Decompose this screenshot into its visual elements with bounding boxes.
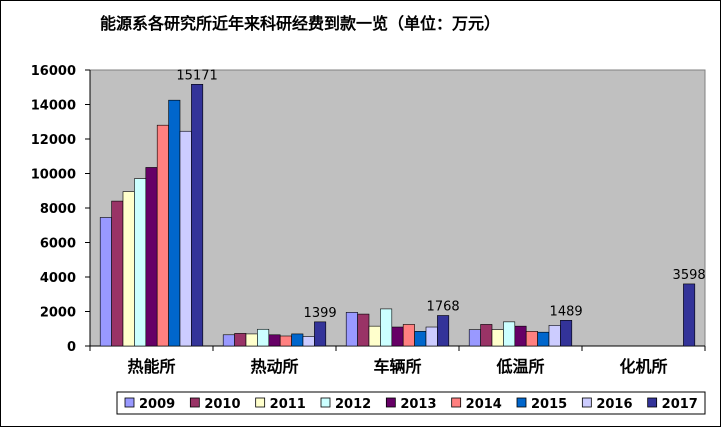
y-tick-label: 0: [67, 340, 76, 355]
data-label: 1489: [550, 304, 583, 319]
bar-2015: [168, 99, 181, 347]
bar-2014: [402, 324, 415, 347]
bar-2014: [525, 331, 538, 347]
data-label: 1768: [427, 300, 460, 315]
legend-swatch-2010: [189, 397, 200, 408]
legend-swatch-2011: [255, 397, 266, 408]
y-tick-label: 4000: [40, 271, 76, 286]
chart-title: 能源系各研究所近年来科研经费到款一览（单位：万元）: [99, 14, 500, 33]
bar-2012: [134, 178, 147, 347]
bar-2016: [302, 336, 315, 347]
bar-2012: [257, 328, 270, 347]
legend-label: 2014: [466, 397, 502, 412]
legend-label: 2013: [400, 397, 436, 412]
bar-2013: [514, 325, 527, 347]
bar-2015: [291, 333, 304, 347]
bar-2014: [279, 335, 292, 347]
legend-swatch-2009: [124, 397, 135, 408]
x-category-label: 化机所: [619, 357, 667, 376]
legend-label: 2012: [335, 397, 371, 412]
bar-2014: [156, 124, 169, 347]
x-category-label: 低温所: [495, 357, 544, 376]
legend-label: 2009: [139, 397, 175, 412]
legend-label: 2016: [596, 397, 632, 412]
x-category-label: 热动所: [250, 357, 298, 376]
legend-label: 2015: [531, 397, 567, 412]
y-tick-label: 12000: [31, 133, 76, 148]
bar-2009: [468, 329, 481, 347]
y-tick-label: 10000: [31, 168, 76, 183]
data-label: 1399: [304, 306, 337, 321]
y-tick-label: 8000: [40, 202, 76, 217]
bar-2010: [111, 200, 124, 347]
bar-2011: [491, 329, 504, 347]
legend-swatch-2015: [516, 397, 527, 408]
legend-swatch-2014: [451, 397, 462, 408]
bar-2017: [683, 283, 696, 347]
bar-2015: [414, 331, 427, 347]
legend-swatch-2016: [581, 397, 592, 408]
bar-2010: [480, 324, 493, 347]
bar-2009: [222, 334, 235, 347]
bar-2016: [425, 326, 438, 347]
bar-2013: [145, 167, 158, 347]
legend-label: 2011: [270, 397, 306, 412]
bar-2009: [99, 217, 112, 347]
bar-2016: [548, 324, 561, 347]
legend-label: 2010: [204, 397, 240, 412]
bar-2013: [268, 334, 281, 347]
bar-2015: [537, 331, 550, 347]
bar-2017: [191, 84, 204, 347]
y-tick-label: 14000: [31, 99, 76, 114]
legend: [116, 391, 706, 415]
bar-2012: [380, 308, 393, 347]
bar-2010: [357, 313, 370, 347]
legend-swatch-2012: [320, 397, 331, 408]
bar-2009: [345, 312, 358, 347]
bar-2012: [503, 321, 516, 347]
bar-2013: [391, 326, 404, 347]
y-tick-label: 16000: [31, 64, 76, 79]
bar-2016: [179, 130, 192, 347]
legend-label: 2017: [662, 397, 698, 412]
data-label: 3598: [673, 268, 706, 283]
bar-2011: [122, 191, 135, 347]
y-tick-label: 2000: [40, 306, 76, 321]
bar-2011: [368, 325, 381, 347]
x-category-label: 车辆所: [373, 357, 421, 376]
data-label: 15171: [176, 68, 217, 83]
bar-2017: [437, 315, 450, 347]
bar-2017: [314, 321, 327, 347]
y-tick-label: 6000: [40, 237, 76, 252]
legend-swatch-2013: [385, 397, 396, 408]
bar-2011: [245, 333, 258, 347]
x-category-label: 热能所: [127, 357, 175, 376]
legend-swatch-2017: [647, 397, 658, 408]
bar-2010: [234, 333, 247, 347]
bar-2017: [560, 320, 573, 347]
